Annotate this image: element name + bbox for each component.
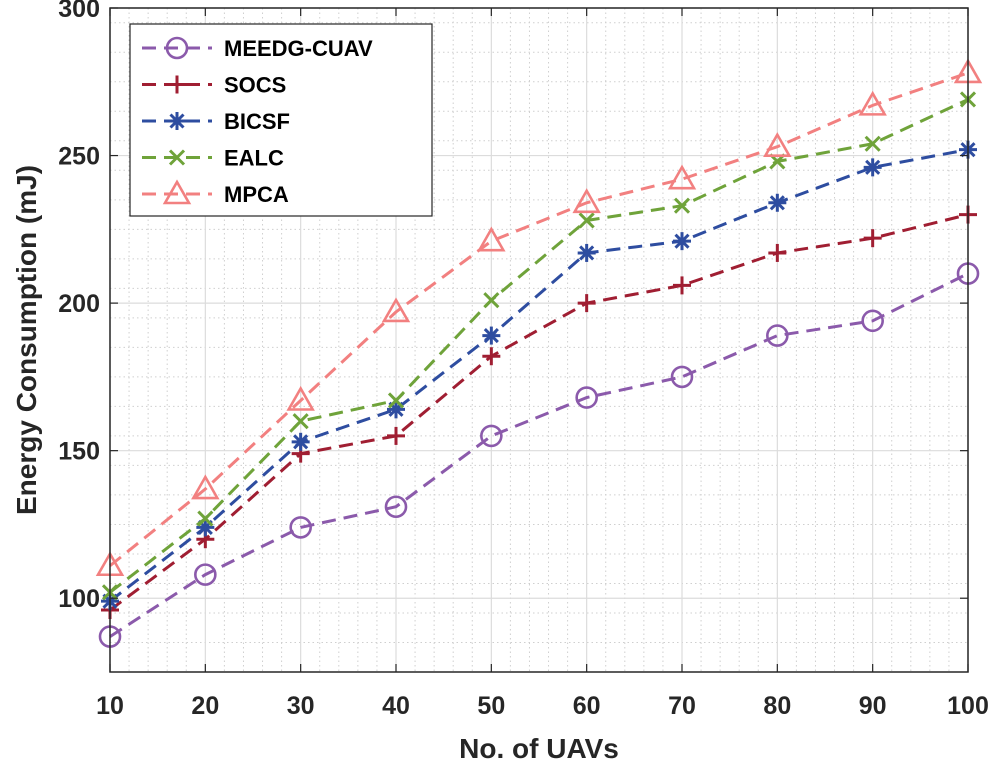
x-stroke [578, 212, 595, 229]
legend-marker-bicsf [168, 112, 186, 130]
data-point-mpca [763, 132, 792, 158]
x-tick-label: 10 [96, 692, 124, 720]
data-point-bicsf [291, 432, 310, 451]
series-line-ealc [109, 98, 969, 594]
series-line-socs [109, 213, 969, 612]
legend-item-mpca: MPCA [142, 179, 289, 207]
x-tick-label: 40 [382, 692, 410, 720]
data-point-meedg-cuav [480, 424, 503, 448]
legend-item-meedg-cuav: MEEDG-CUAV [142, 36, 373, 61]
x-tick-label: 70 [668, 692, 696, 720]
x-stroke [673, 197, 691, 214]
data-point-meedg-cuav [194, 563, 217, 586]
x-tick-label: 30 [287, 692, 315, 720]
data-point-ealc [578, 212, 595, 229]
data-point-meedg-cuav [861, 309, 884, 333]
asterisk-stroke [293, 434, 309, 450]
data-point-meedg-cuav [384, 495, 408, 519]
data-point-mpca [286, 385, 315, 411]
series-line-mpca [109, 71, 969, 567]
data-point-bicsf [196, 518, 215, 537]
legend-marker-mpca [162, 179, 192, 205]
data-point-socs [387, 426, 405, 445]
data-point-mpca [381, 297, 411, 323]
data-point-bicsf [387, 400, 405, 419]
data-point-socs [673, 276, 691, 295]
data-point-socs [768, 243, 787, 262]
x-stroke [168, 149, 186, 166]
x-stroke [387, 392, 405, 409]
data-point-socs [482, 347, 501, 366]
legend: MEEDG-CUAV SOCS BICSF EALC MPCA [129, 23, 433, 217]
data-point-mpca [858, 90, 887, 116]
data-point-meedg-cuav [575, 386, 598, 409]
asterisk-stroke [483, 328, 499, 344]
x-tick-label: 90 [859, 692, 887, 720]
x-tick-label: 60 [573, 692, 601, 720]
legend-item-ealc: EALC [142, 146, 284, 171]
x-tick-label: 20 [191, 692, 219, 720]
data-point-mpca [191, 474, 220, 500]
legend-label-socs: SOCS [224, 73, 286, 98]
data-point-meedg-cuav [670, 365, 694, 389]
y-tick-label: 250 [58, 143, 100, 171]
y-axis-title: Energy Consumption (mJ) [11, 165, 42, 515]
data-point-socs [863, 229, 882, 248]
x-stroke [292, 413, 309, 430]
data-point-mpca [572, 188, 601, 214]
data-point-ealc [197, 510, 214, 527]
data-point-mpca [477, 226, 506, 252]
x-stroke [197, 510, 214, 527]
legend-marker-meedg-cuav [165, 36, 189, 60]
y-tick-label: 200 [58, 290, 100, 318]
data-point-ealc [387, 392, 405, 409]
asterisk-stroke [674, 233, 690, 249]
asterisk-stroke [169, 113, 185, 129]
asterisk-stroke [579, 245, 595, 261]
legend-item-socs: SOCS [142, 73, 286, 98]
asterisk-stroke [769, 195, 785, 211]
legend-item-bicsf: BICSF [142, 109, 290, 134]
legend-label-meedg-cuav: MEEDG-CUAV [224, 36, 373, 61]
legend-label-ealc: EALC [224, 146, 284, 171]
data-point-bicsf [768, 193, 787, 212]
asterisk-stroke [865, 159, 881, 175]
data-point-ealc [483, 292, 500, 309]
legend-label-mpca: MPCA [224, 182, 289, 207]
data-point-bicsf [673, 232, 691, 251]
data-point-ealc [292, 413, 309, 430]
data-point-bicsf [863, 158, 882, 177]
series-line-bicsf [109, 148, 969, 603]
data-point-ealc [673, 197, 691, 214]
x-stroke [864, 135, 881, 152]
series-layer [95, 58, 983, 648]
data-point-bicsf [577, 243, 596, 262]
x-tick-label: 80 [763, 692, 791, 720]
plot-frame [109, 7, 969, 673]
legend-marker-socs [168, 75, 186, 94]
x-axis-ticks: 10 20 30 40 50 60 70 80 90 100 [96, 8, 989, 720]
x-tick-label: 50 [477, 692, 505, 720]
y-tick-label: 150 [58, 438, 100, 466]
data-point-mpca [667, 164, 697, 190]
x-axis-title: No. of UAVs [459, 733, 619, 764]
data-point-ealc [864, 135, 881, 152]
y-tick-label: 100 [58, 585, 100, 613]
legend-label-bicsf: BICSF [224, 109, 290, 134]
series-meedg-cuav [98, 262, 980, 648]
data-point-meedg-cuav [289, 516, 312, 539]
legend-marker-ealc [168, 149, 186, 166]
series-bicsf [101, 140, 977, 611]
data-point-meedg-cuav [766, 324, 789, 347]
y-axis-ticks: 100 150 200 250 300 [58, 0, 968, 613]
series-line-meedg-cuav [109, 272, 969, 638]
data-point-bicsf [482, 326, 501, 345]
x-stroke [483, 292, 500, 309]
x-tick-label: 100 [947, 692, 989, 720]
data-point-socs [577, 294, 596, 313]
y-tick-label: 300 [58, 0, 100, 23]
